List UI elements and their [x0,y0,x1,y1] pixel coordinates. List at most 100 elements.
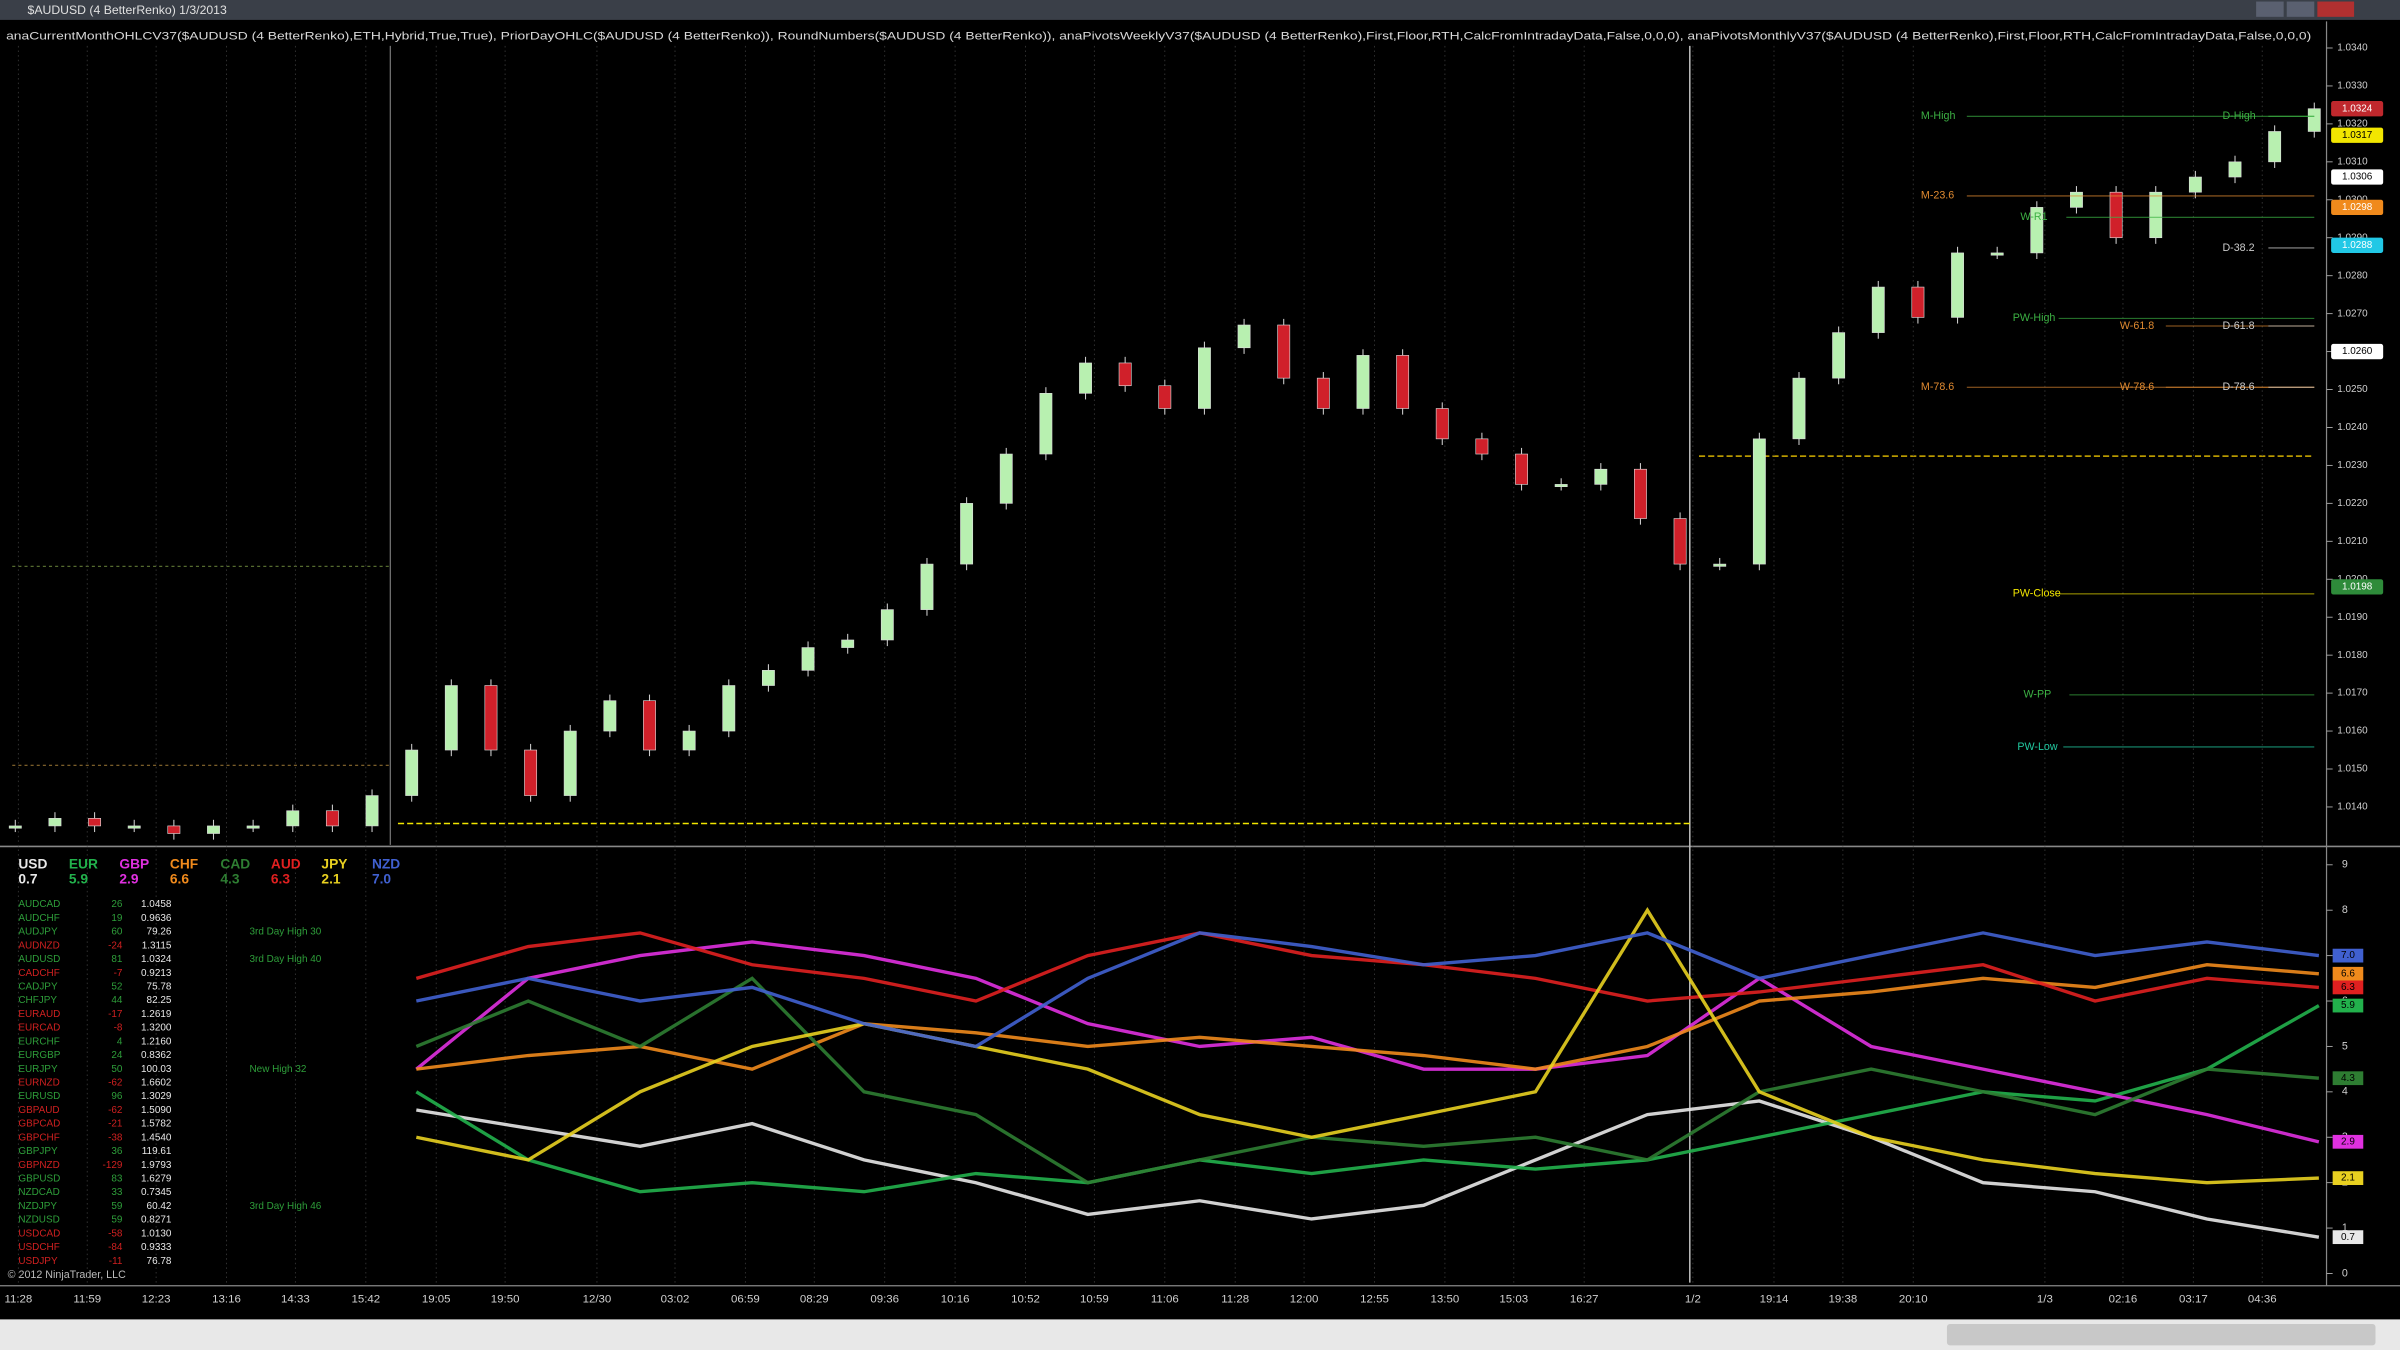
price-tick-label: 1.0190 [2337,612,2368,623]
candle-body [603,700,617,732]
time-tick-label: 10:16 [941,1294,970,1306]
pair-change: 59 [111,1201,123,1212]
candle-body [207,825,220,834]
time-tick-label: 09:36 [870,1294,899,1306]
pair-price: 0.9213 [141,968,172,979]
pair-change: -38 [108,1132,123,1143]
scrollbar-thumb[interactable] [1946,1323,2376,1346]
pivot-label: M-High [1921,110,1956,122]
minimize-button[interactable] [2256,1,2284,17]
pair-note: 3rd Day High 40 [249,954,321,965]
time-tick-label: 10:52 [1011,1294,1040,1306]
time-tick-label: 1/3 [2037,1294,2053,1306]
price-badge-label: 1.0198 [2342,581,2373,592]
pair-change: -129 [103,1160,123,1171]
candle-body [2030,207,2044,254]
pair-change: 19 [111,913,123,924]
pair-name: EURNZD [18,1078,59,1089]
pair-change: 60 [111,927,123,938]
pair-price: 0.9636 [141,913,172,924]
pair-name: AUDUSD [18,954,60,965]
pair-note: 3rd Day High 30 [249,927,321,938]
candle-body [1277,324,1291,379]
candle-body [1475,438,1489,455]
time-tick-label: 12:00 [1290,1294,1319,1306]
time-tick-label: 19:50 [491,1294,520,1306]
pair-price: 1.6602 [141,1078,172,1089]
candle-body [1990,252,2004,256]
time-tick-label: 11:28 [1221,1294,1249,1306]
candle-body [920,563,934,610]
strength-badge [2332,1134,2364,1149]
time-tick-label: 12/30 [583,1294,612,1306]
strength-tick-label: 8 [2342,904,2348,916]
candle-body [405,749,419,796]
pair-name: USDJPY [18,1256,58,1267]
maximize-button[interactable] [2286,1,2315,17]
strength-badge-label: 5.9 [2341,1000,2355,1011]
price-badge [2331,101,2384,117]
candle-body [48,818,62,827]
price-tick-label: 1.0250 [2337,384,2368,395]
strength-tick-label: 4 [2342,1086,2348,1098]
strength-badge-label: 4.3 [2341,1073,2355,1084]
strength-badge-label: 2.9 [2341,1136,2355,1147]
pair-change: 59 [111,1215,123,1226]
pair-name: NZDJPY [18,1201,57,1212]
candle-body [1634,468,1647,519]
price-badge [2331,343,2384,360]
price-badge [2331,199,2384,216]
pivot-label: W-R1 [2020,211,2047,223]
currency-strength: 6.6 [170,872,189,887]
candle-body [1158,385,1172,409]
time-tick-label: 04:36 [2248,1294,2277,1306]
pair-name: CADJPY [18,982,58,993]
pair-price: 0.8362 [141,1050,172,1061]
price-badge [2331,237,2384,253]
pair-price: 1.3200 [141,1023,172,1034]
pair-change: 24 [111,1050,123,1061]
pair-name: AUDCAD [18,899,60,910]
currency-strength: 6.3 [271,872,290,887]
strength-badge-label: 7.0 [2341,950,2355,961]
strength-tick-label: 5 [2342,1040,2348,1052]
pair-change: -7 [114,968,123,979]
pair-price: 1.4540 [141,1132,172,1143]
currency-strength: 4.3 [220,872,239,887]
close-button[interactable] [2317,1,2355,17]
pair-change: 44 [111,995,123,1006]
pair-name: USDCAD [18,1228,60,1239]
price-tick-label: 1.0240 [2337,422,2368,433]
candle-body [1594,468,1608,485]
price-tick-label: 1.0150 [2337,764,2368,775]
strength-badge [2332,1230,2364,1245]
pair-price: 1.3029 [141,1091,172,1102]
pair-name: NZDUSD [18,1215,59,1226]
strength-badge [2332,1071,2364,1086]
price-tick-label: 1.0230 [2337,460,2368,471]
title-bar [0,0,2400,20]
pair-name: GBPJPY [18,1146,58,1157]
candle-body [880,609,894,641]
pair-name: CHFJPY [18,995,57,1006]
candle-body [643,700,656,751]
pair-price: 1.5782 [141,1119,172,1130]
candle-body [1792,377,1806,440]
chart-layer: 11:28 11:59 12:23 13:16 14:33 15:42 19:05 19:50… [4,43,2384,1306]
time-tick-label: 11:06 [1151,1294,1179,1306]
pair-change: -84 [108,1242,123,1253]
time-tick-label: 1/2 [1685,1294,1701,1306]
pivot-label: D-78.6 [2222,381,2254,393]
pair-price: 1.0130 [141,1228,172,1239]
pivot-label: M-78.6 [1921,381,1954,393]
price-tick-label: 1.0180 [2337,650,2368,661]
price-badge-label: 1.0306 [2342,172,2373,183]
candle-body [1673,518,1687,565]
time-tick-label: 11:59 [73,1294,101,1306]
pair-change: 83 [111,1174,123,1185]
strength-line [415,931,2320,1003]
pivot-label: W-78.6 [2120,381,2154,393]
candle-body [1515,453,1528,485]
pair-price: 0.9333 [141,1242,172,1253]
